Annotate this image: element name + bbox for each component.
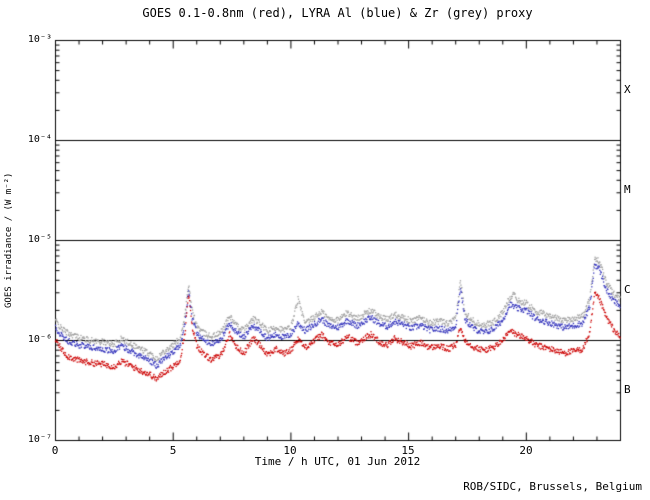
x-tick-label-15: 15 <box>401 444 415 457</box>
flare-class-label-b: B <box>624 383 631 396</box>
x-tick-label-0: 0 <box>51 444 59 457</box>
y-tick-label-1e-3: 10⁻³ <box>27 34 52 45</box>
y-tick-label-1e-6: 10⁻⁶ <box>27 334 52 345</box>
y-axis-label: GOES irradiance / (W m⁻²) <box>4 172 14 308</box>
y-tick-label-1e-7: 10⁻⁷ <box>27 434 52 445</box>
x-tick-label-20: 20 <box>519 444 533 457</box>
flare-class-label-m: M <box>624 183 631 196</box>
x-axis-label: Time / h UTC, 01 Jun 2012 <box>254 455 421 468</box>
flare-class-label-x: X <box>624 83 631 96</box>
chart-title: GOES 0.1-0.8nm (red), LYRA Al (blue) & Z… <box>142 6 533 20</box>
y-tick-label-1e-5: 10⁻⁵ <box>27 234 52 245</box>
credit-text: ROB/SIDC, Brussels, Belgium <box>463 480 642 493</box>
x-tick-label-5: 5 <box>169 444 177 457</box>
flare-class-label-c: C <box>624 283 631 296</box>
y-tick-label-1e-4: 10⁻⁴ <box>27 134 52 145</box>
x-tick-label-10: 10 <box>283 444 297 457</box>
